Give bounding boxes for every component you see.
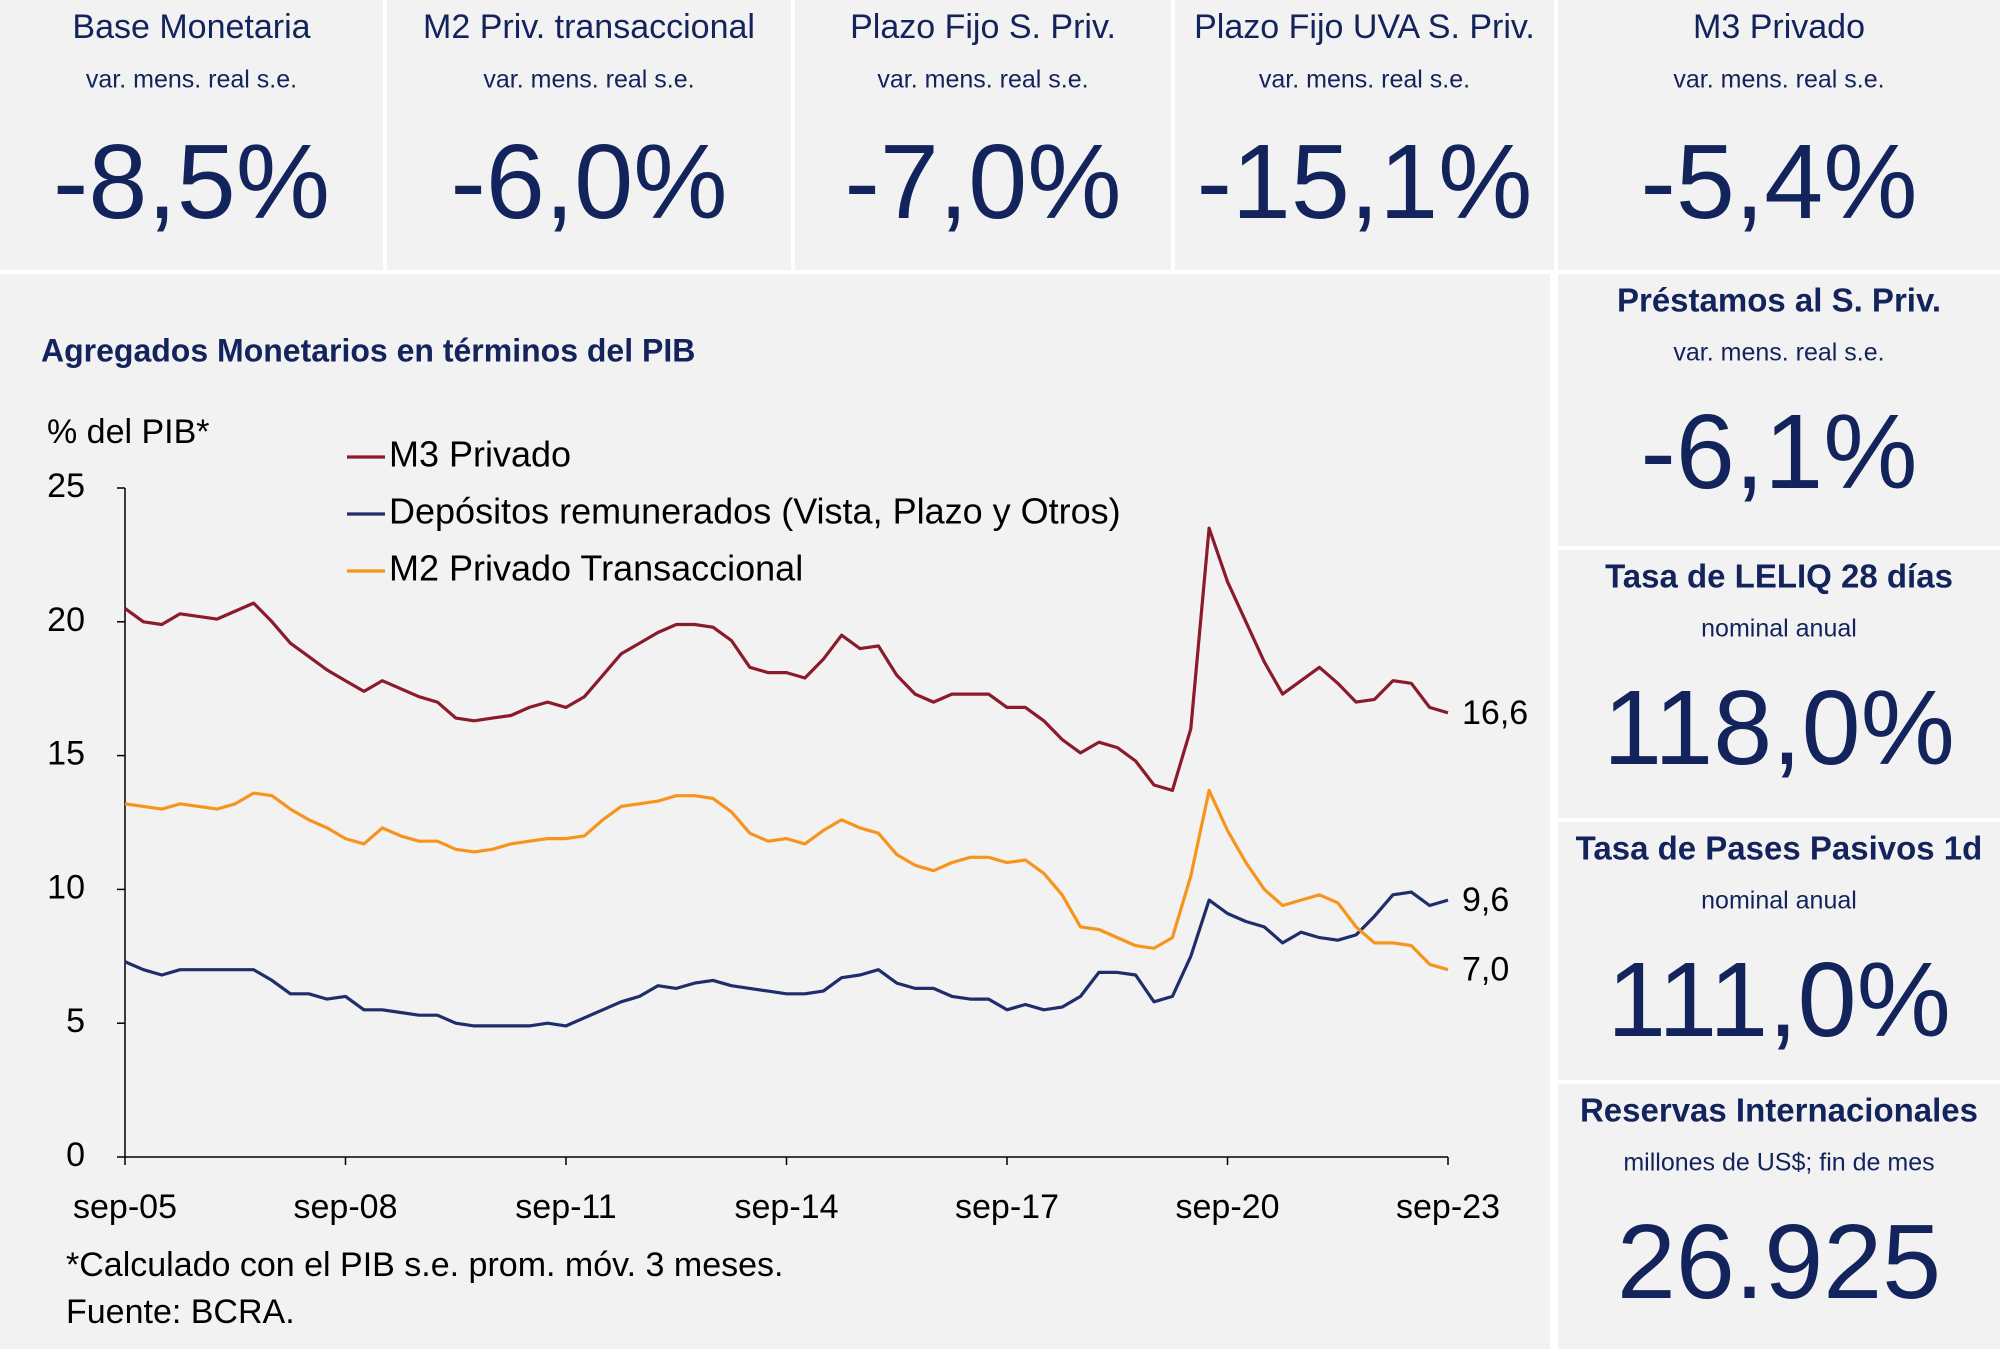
card-subtitle: millones de US$; fin de mes (1623, 1149, 1934, 1177)
card-title: Tasa de Pases Pasivos 1d (1576, 830, 1983, 867)
kpi-card: M3 Privado var. mens. real s.e. -5,4% (1558, 0, 2000, 270)
kpi-card: Plazo Fijo UVA S. Priv. var. mens. real s… (1175, 0, 1554, 270)
legend-label: M3 Privado (389, 434, 571, 475)
card-value: -8,5% (53, 123, 330, 241)
y-tick-label: 5 (66, 1002, 85, 1040)
card-bg (1558, 822, 2000, 1080)
x-tick-label: sep-05 (73, 1188, 177, 1226)
card-title: Tasa de LELIQ 28 días (1605, 558, 1953, 595)
card-title: Plazo Fijo UVA S. Priv. (1194, 8, 1535, 46)
series-line (124, 526, 1449, 792)
card-value: -15,1% (1197, 123, 1533, 241)
series-line (124, 890, 1449, 1028)
card-value: 26.925 (1617, 1203, 1941, 1321)
card-value: -7,0% (845, 123, 1122, 241)
card-subtitle: nominal anual (1701, 615, 1857, 643)
card-title: Reservas Internacionales (1580, 1092, 1978, 1129)
card-title: Plazo Fijo S. Priv. (850, 8, 1116, 46)
card-value: -5,4% (1641, 123, 1918, 241)
card-bg (1175, 0, 1554, 270)
y-tick-label: 20 (47, 601, 85, 639)
y-tick-label: 25 (47, 467, 85, 505)
x-tick-label: sep-20 (1176, 1188, 1280, 1226)
y-tick-label: 10 (47, 868, 85, 906)
x-tick-label: sep-17 (955, 1188, 1059, 1226)
end-value-label: 9,6 (1462, 881, 1509, 919)
card-bg (1558, 0, 2000, 270)
card-value: 118,0% (1603, 669, 1955, 787)
card-subtitle: var. mens. real s.e. (1673, 66, 1884, 94)
card-bg (387, 0, 791, 270)
card-subtitle: var. mens. real s.e. (1673, 339, 1884, 367)
card-value: -6,0% (451, 123, 728, 241)
chart-title: Agregados Monetarios en términos del PIB (41, 332, 695, 368)
card-subtitle: var. mens. real s.e. (1259, 66, 1470, 94)
card-bg (1558, 550, 2000, 818)
footnote: Fuente: BCRA. (66, 1293, 295, 1331)
card-bg (1558, 1084, 2000, 1349)
end-value-label: 7,0 (1462, 951, 1509, 989)
end-value-label: 16,6 (1462, 694, 1528, 732)
card-subtitle: var. mens. real s.e. (86, 66, 297, 94)
y-tick-label: 0 (66, 1136, 85, 1174)
card-bg (0, 0, 383, 270)
card-subtitle: nominal anual (1701, 887, 1857, 915)
card-title: Base Monetaria (72, 8, 310, 46)
kpi-card: Préstamos al S. Priv. var. mens. real s.e… (1558, 274, 2000, 546)
card-bg (1558, 274, 2000, 546)
card-value: -6,1% (1641, 393, 1918, 511)
x-tick-label: sep-08 (294, 1188, 398, 1226)
card-title: M3 Privado (1693, 8, 1865, 46)
card-subtitle: var. mens. real s.e. (483, 66, 694, 94)
x-tick-label: sep-14 (735, 1188, 839, 1226)
card-title: M2 Priv. transaccional (423, 8, 755, 46)
kpi-card: Tasa de Pases Pasivos 1d nominal anual 111… (1558, 822, 2000, 1080)
card-value: 111,0% (1607, 941, 1951, 1059)
legend-label: Depósitos remunerados (Vista, Plazo y Ot… (389, 491, 1121, 532)
kpi-card: M2 Priv. transaccional var. mens. real s.… (387, 0, 791, 270)
y-tick-label: 15 (47, 735, 85, 773)
card-title: Préstamos al S. Priv. (1617, 282, 1941, 319)
legend-label: M2 Privado Transaccional (389, 548, 803, 589)
kpi-card: Plazo Fijo S. Priv. var. mens. real s.e. -… (795, 0, 1171, 270)
series-line (124, 788, 1449, 972)
y-axis-label: % del PIB* (47, 413, 210, 451)
card-bg (795, 0, 1171, 270)
kpi-card: Tasa de LELIQ 28 días nominal anual 118,0% (1558, 550, 2000, 818)
kpi-card: Reservas Internacionales millones de US$;… (1558, 1084, 2000, 1349)
x-tick-label: sep-23 (1396, 1188, 1500, 1226)
card-subtitle: var. mens. real s.e. (877, 66, 1088, 94)
kpi-card: Base Monetaria var. mens. real s.e. -8,5% (0, 0, 383, 270)
chart-panel (0, 274, 1550, 1349)
x-tick-label: sep-11 (515, 1188, 616, 1226)
footnote: *Calculado con el PIB s.e. prom. móv. 3 … (66, 1246, 783, 1284)
